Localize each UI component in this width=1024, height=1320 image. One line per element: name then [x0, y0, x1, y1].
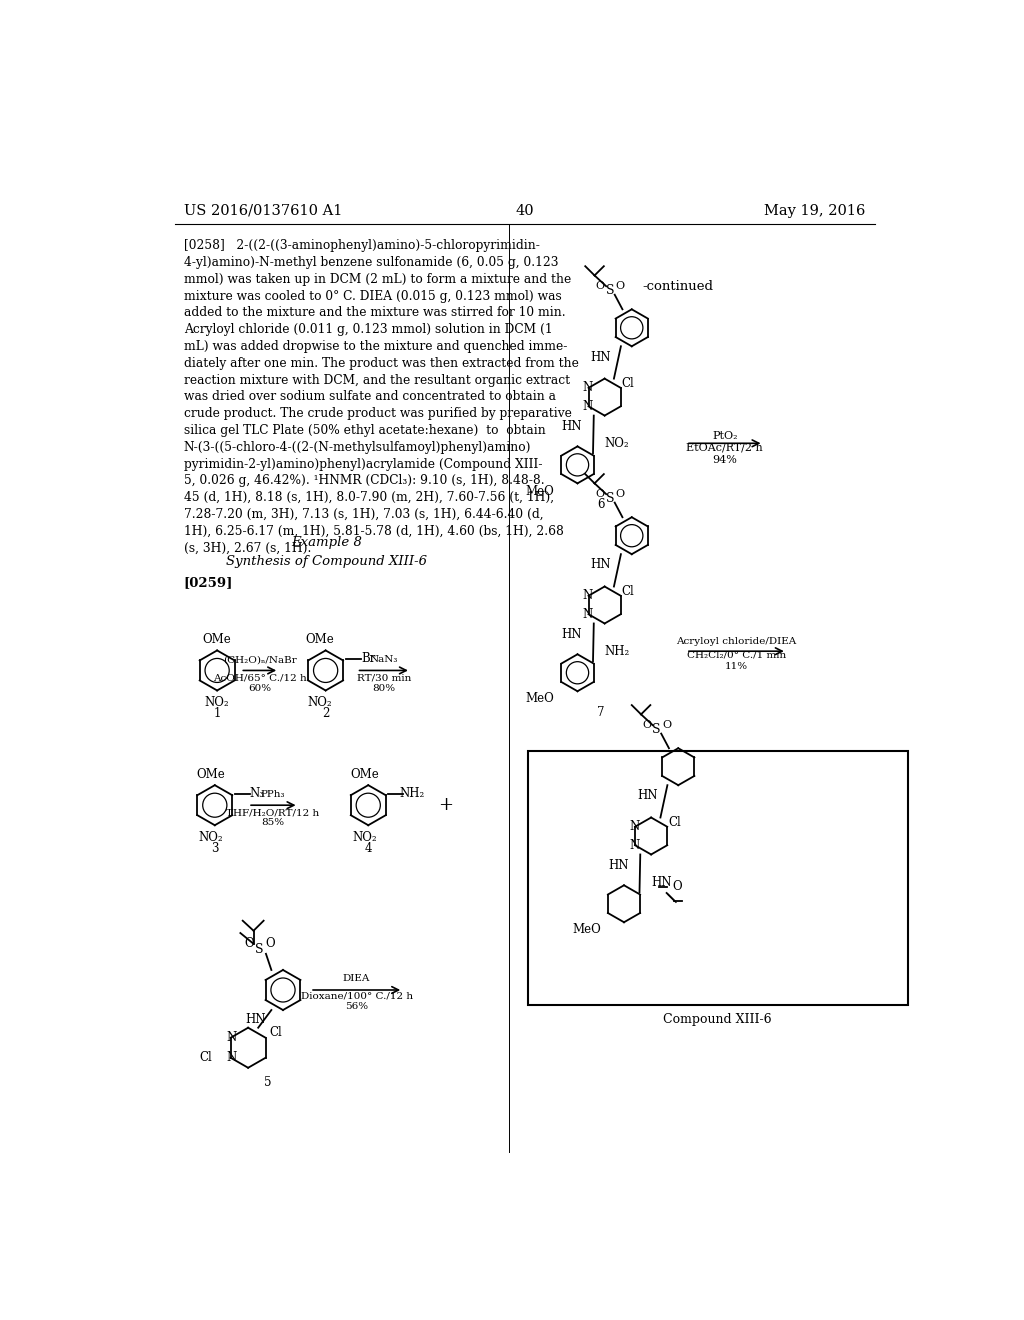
Text: O: O — [244, 937, 254, 950]
Text: S: S — [606, 284, 614, 297]
Text: O: O — [663, 721, 671, 730]
Text: HN: HN — [608, 859, 629, 871]
Text: N: N — [629, 820, 639, 833]
Text: N: N — [583, 607, 593, 620]
Text: NO₂: NO₂ — [604, 437, 630, 450]
Text: 85%: 85% — [261, 818, 285, 828]
Text: NH₂: NH₂ — [604, 644, 630, 657]
Bar — [528, 751, 907, 1006]
Text: Cl: Cl — [199, 1051, 212, 1064]
Text: -continued: -continued — [643, 280, 714, 293]
Text: THF/H₂O/RT/12 h: THF/H₂O/RT/12 h — [226, 808, 319, 817]
Text: NO₂: NO₂ — [352, 832, 377, 843]
Text: US 2016/0137610 A1: US 2016/0137610 A1 — [183, 203, 342, 218]
Text: S: S — [606, 492, 614, 506]
Text: 80%: 80% — [372, 684, 395, 693]
Text: NO₂: NO₂ — [205, 696, 229, 709]
Text: N: N — [226, 1051, 237, 1064]
Text: HN: HN — [591, 558, 611, 572]
Text: MeO: MeO — [572, 924, 601, 936]
Text: O: O — [595, 490, 604, 499]
Text: Cl: Cl — [622, 585, 634, 598]
Text: Compound XIII-6: Compound XIII-6 — [664, 1012, 772, 1026]
Text: MeO: MeO — [525, 484, 554, 498]
Text: 5: 5 — [264, 1076, 271, 1089]
Text: 3: 3 — [211, 842, 218, 855]
Text: [0258]   2-((2-((3-aminophenyl)amino)-5-chloropyrimidin-
4-yl)amino)-N-methyl be: [0258] 2-((2-((3-aminophenyl)amino)-5-ch… — [183, 239, 579, 554]
Text: NH₂: NH₂ — [399, 787, 425, 800]
Text: HN: HN — [562, 628, 583, 640]
Text: (CH₂O)ₙ/NaBr: (CH₂O)ₙ/NaBr — [223, 655, 297, 664]
Text: NO₂: NO₂ — [307, 696, 332, 709]
Text: 7: 7 — [597, 706, 604, 719]
Text: N: N — [583, 381, 593, 395]
Text: PPh₃: PPh₃ — [261, 789, 285, 799]
Text: N: N — [226, 1031, 237, 1044]
Text: DIEA: DIEA — [343, 974, 371, 983]
Text: 6: 6 — [597, 499, 604, 511]
Text: Cl: Cl — [668, 816, 681, 829]
Text: Synthesis of Compound XIII-6: Synthesis of Compound XIII-6 — [226, 554, 427, 568]
Text: +: + — [438, 796, 454, 814]
Text: N: N — [629, 838, 639, 851]
Text: 56%: 56% — [345, 1002, 369, 1011]
Text: PtO₂: PtO₂ — [712, 430, 737, 441]
Text: NO₂: NO₂ — [199, 832, 223, 843]
Text: May 19, 2016: May 19, 2016 — [765, 203, 866, 218]
Text: CH₂Cl₂/0° C./1 min: CH₂Cl₂/0° C./1 min — [687, 651, 786, 660]
Text: [0259]: [0259] — [183, 577, 233, 590]
Text: N₃: N₃ — [249, 787, 264, 800]
Text: Acryloyl chloride/DIEA: Acryloyl chloride/DIEA — [676, 638, 797, 647]
Text: OMe: OMe — [197, 768, 225, 781]
Text: NaN₃: NaN₃ — [370, 655, 398, 664]
Text: HN: HN — [562, 420, 583, 433]
Text: OMe: OMe — [203, 634, 231, 647]
Text: Cl: Cl — [622, 376, 634, 389]
Text: Example 8: Example 8 — [291, 536, 361, 549]
Text: 4: 4 — [365, 842, 372, 855]
Text: MeO: MeO — [525, 693, 554, 705]
Text: Cl: Cl — [269, 1026, 282, 1039]
Text: O: O — [615, 281, 625, 292]
Text: 11%: 11% — [725, 663, 748, 671]
Text: O: O — [266, 937, 275, 950]
Text: S: S — [652, 723, 660, 737]
Text: OMe: OMe — [350, 768, 379, 781]
Text: 40: 40 — [515, 203, 535, 218]
Text: O: O — [642, 721, 651, 730]
Text: AcOH/65° C./12 h: AcOH/65° C./12 h — [213, 673, 306, 682]
Text: RT/30 min: RT/30 min — [356, 673, 411, 682]
Text: OMe: OMe — [305, 634, 334, 647]
Text: HN: HN — [591, 351, 611, 363]
Text: 2: 2 — [322, 708, 330, 721]
Text: O: O — [615, 490, 625, 499]
Text: O: O — [595, 281, 604, 292]
Text: 94%: 94% — [713, 455, 737, 465]
Text: HN: HN — [651, 875, 672, 888]
Text: HN: HN — [637, 789, 657, 803]
Text: N: N — [583, 400, 593, 413]
Text: S: S — [256, 944, 264, 957]
Text: HN: HN — [246, 1012, 266, 1026]
Text: EtOAc/RT/2 h: EtOAc/RT/2 h — [686, 444, 763, 453]
Text: N: N — [583, 589, 593, 602]
Text: O: O — [672, 880, 682, 894]
Text: 60%: 60% — [248, 684, 271, 693]
Text: Br: Br — [361, 652, 376, 665]
Text: Dioxane/100° C./12 h: Dioxane/100° C./12 h — [301, 991, 413, 1001]
Text: 1: 1 — [213, 708, 221, 721]
